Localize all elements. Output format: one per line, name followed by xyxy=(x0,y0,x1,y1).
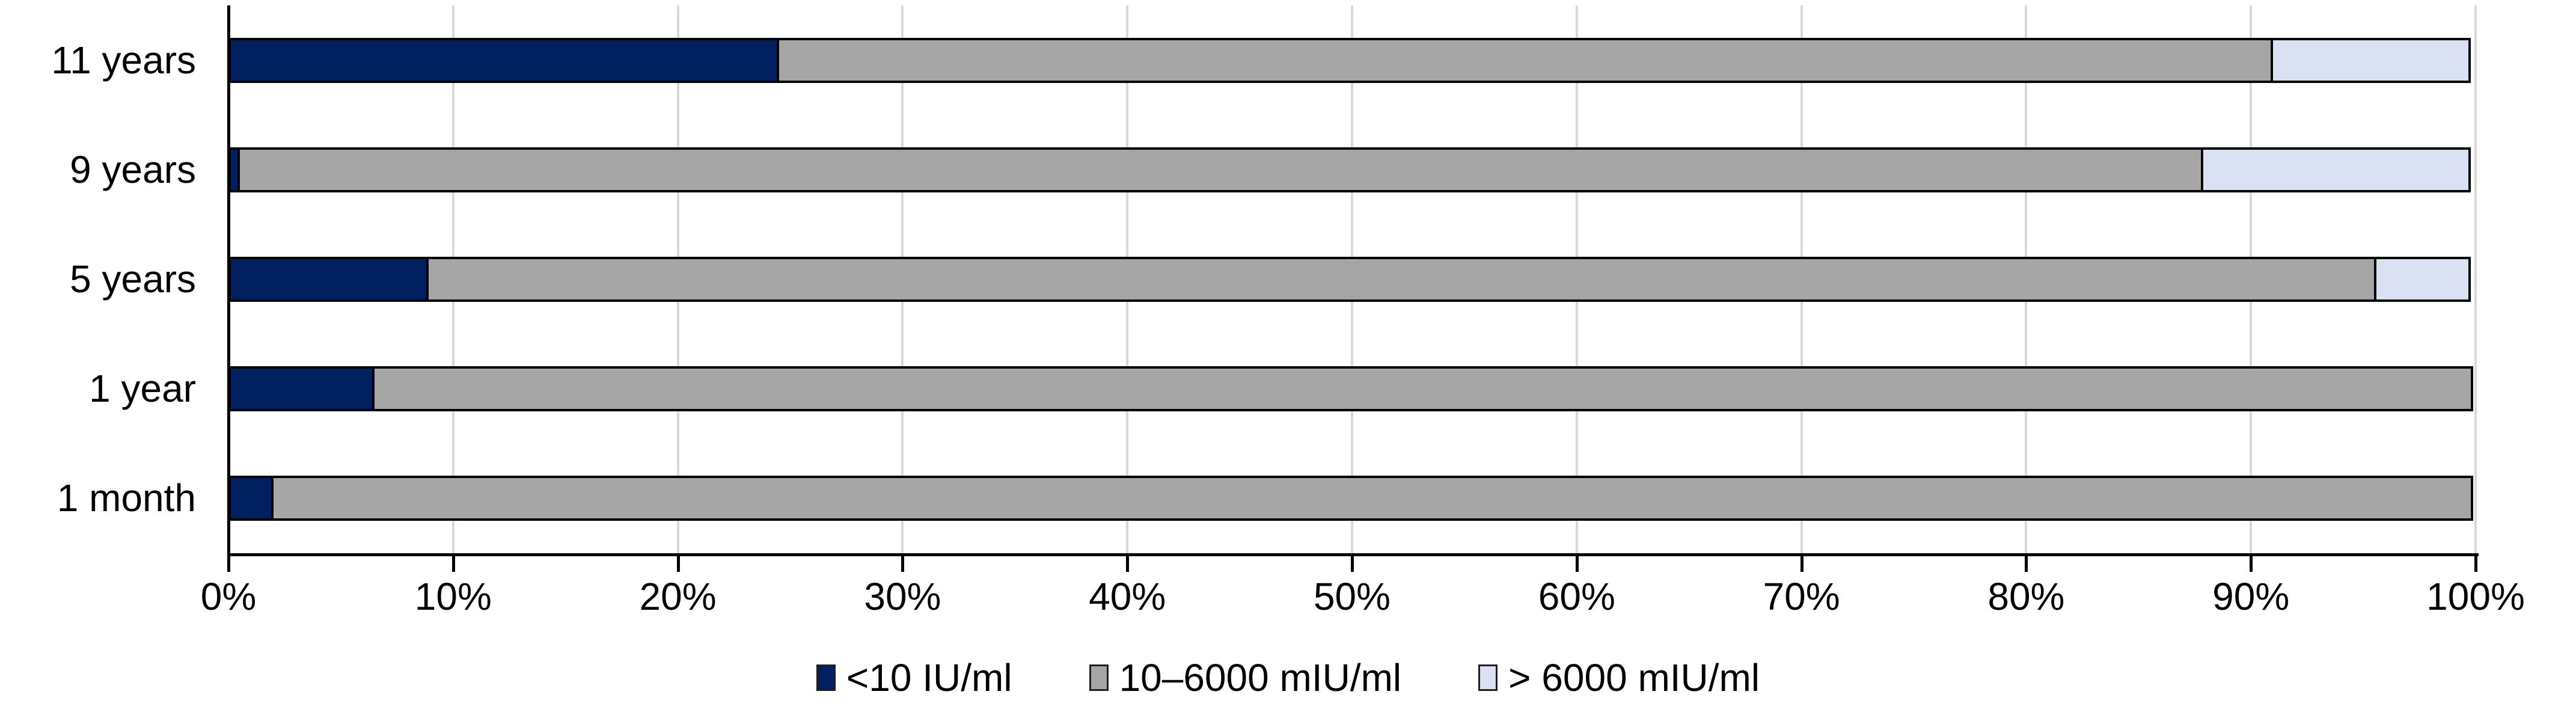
x-tick-label: 100% xyxy=(2426,575,2525,618)
bar-segment-5-years-series-1 xyxy=(426,256,2377,302)
x-tick-label: 30% xyxy=(864,575,941,618)
bar-segment-5-years-series-2 xyxy=(2374,256,2471,302)
x-tick-label: 90% xyxy=(2212,575,2290,618)
x-tick-30% xyxy=(901,556,905,572)
bar-segment-1-year-series-0 xyxy=(228,366,375,411)
category-label: 5 years xyxy=(70,257,196,301)
legend-item-1: 10–6000 mIU/ml xyxy=(1089,654,1402,702)
x-tick-70% xyxy=(1800,556,1804,572)
plot-area xyxy=(228,5,2477,553)
legend-item-2: > 6000 mIU/ml xyxy=(1478,654,1760,702)
x-tick-label: 50% xyxy=(1313,575,1391,618)
x-axis-line xyxy=(227,553,2479,556)
bar-segment-9-years-series-2 xyxy=(2201,147,2471,192)
x-tick-40% xyxy=(1126,556,1130,572)
x-tick-label: 80% xyxy=(1987,575,2065,618)
x-tick-label: 70% xyxy=(1763,575,1840,618)
x-tick-20% xyxy=(676,556,680,572)
bar-row-11-years xyxy=(228,37,2476,83)
bar-row-5-years xyxy=(228,256,2476,302)
legend-swatch-icon xyxy=(1089,664,1109,691)
x-tick-label: 10% xyxy=(414,575,492,618)
x-tick-label: 40% xyxy=(1089,575,1166,618)
bar-segment-9-years-series-1 xyxy=(237,147,2204,192)
x-tick-60% xyxy=(1575,556,1579,572)
legend-swatch-icon xyxy=(816,664,836,691)
category-label: 1 month xyxy=(57,476,196,520)
legend-swatch-icon xyxy=(1478,664,1498,691)
bar-segment-5-years-series-0 xyxy=(228,256,429,302)
y-axis-line xyxy=(227,5,230,570)
legend-label: <10 IU/ml xyxy=(846,656,1012,699)
bar-segment-11-years-series-2 xyxy=(2271,37,2471,83)
category-label: 9 years xyxy=(70,147,196,191)
x-tick-50% xyxy=(1351,556,1354,572)
category-label: 11 years xyxy=(51,38,196,82)
bar-segment-1-year-series-1 xyxy=(372,366,2473,411)
bar-segment-1-month-series-0 xyxy=(228,475,274,521)
bar-segment-1-month-series-1 xyxy=(271,475,2473,521)
legend-item-0: <10 IU/ml xyxy=(816,654,1012,702)
x-tick-0% xyxy=(227,556,230,572)
bar-segment-11-years-series-1 xyxy=(776,37,2274,83)
x-tick-label: 0% xyxy=(200,575,257,618)
bar-row-1-year xyxy=(228,366,2476,411)
legend: <10 IU/ml 10–6000 mIU/ml > 6000 mIU/ml xyxy=(0,651,2576,705)
legend-label: 10–6000 mIU/ml xyxy=(1119,656,1402,699)
x-tick-80% xyxy=(2025,556,2028,572)
x-tick-90% xyxy=(2250,556,2253,572)
x-tick-label: 20% xyxy=(639,575,717,618)
bar-segment-11-years-series-0 xyxy=(228,37,779,83)
gridline-100% xyxy=(2474,5,2477,553)
x-tick-100% xyxy=(2474,556,2477,572)
legend-label: > 6000 mIU/ml xyxy=(1508,656,1760,699)
bar-row-1-month xyxy=(228,475,2476,521)
category-label: 1 year xyxy=(89,366,196,410)
x-tick-10% xyxy=(451,556,455,572)
x-tick-label: 60% xyxy=(1538,575,1615,618)
bar-row-9-years xyxy=(228,147,2476,192)
